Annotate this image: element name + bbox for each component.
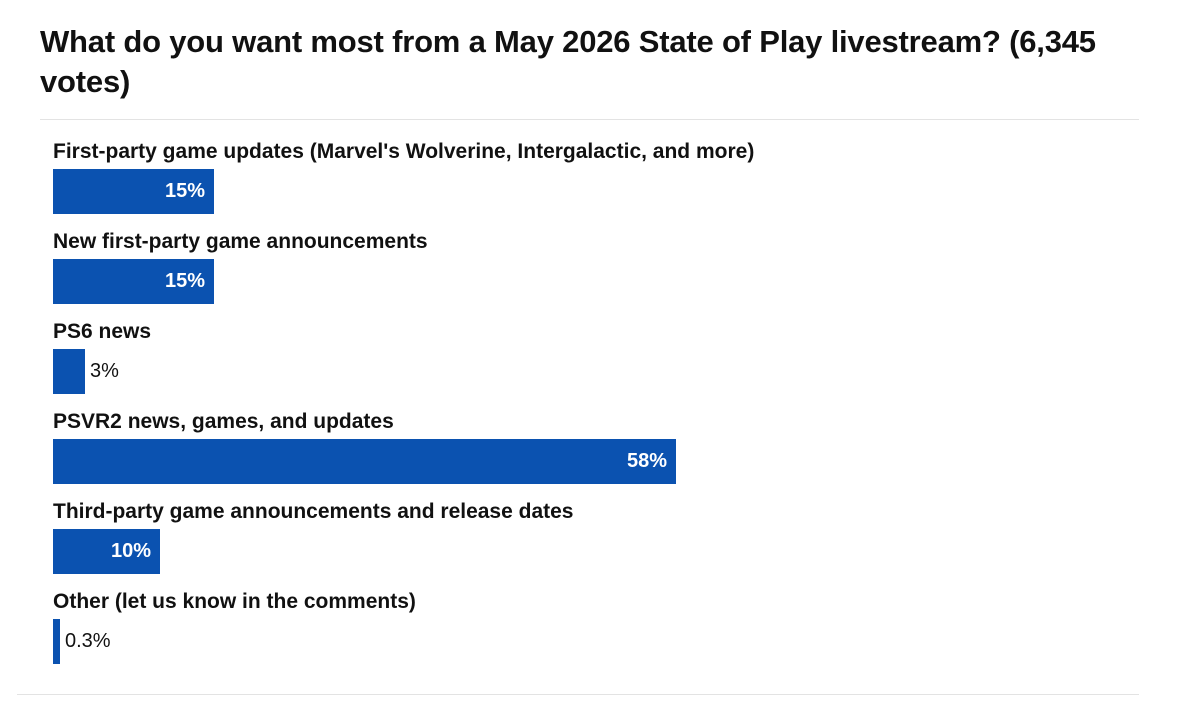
poll-percentage: 0.3% bbox=[65, 630, 111, 652]
poll-bar bbox=[53, 349, 85, 394]
poll-option: Third-party game announcements and relea… bbox=[53, 490, 1133, 580]
poll-option-label: PS6 news bbox=[53, 320, 152, 343]
poll-option: Other (let us know in the comments) 0.3% bbox=[53, 580, 1133, 670]
poll-option: PS6 news 3% bbox=[53, 310, 1133, 400]
poll-percentage: 10% bbox=[110, 540, 151, 562]
poll-percentage: 15% bbox=[164, 270, 205, 292]
poll-option-label: PSVR2 news, games, and updates bbox=[53, 410, 394, 433]
poll-percentage: 3% bbox=[90, 360, 119, 382]
poll-bar: 10% bbox=[53, 529, 160, 574]
poll-title: What do you want most from a May 2026 St… bbox=[40, 24, 1096, 99]
poll-bar: 15% bbox=[53, 169, 214, 214]
poll-percentage: 58% bbox=[626, 450, 667, 472]
poll-option: PSVR2 news, games, and updates 58% bbox=[53, 400, 1133, 490]
poll-option-label: New first-party game announcements bbox=[53, 230, 428, 253]
poll-bar: 58% bbox=[53, 439, 676, 484]
poll-option-label: Third-party game announcements and relea… bbox=[53, 500, 574, 523]
poll-bar bbox=[53, 619, 60, 664]
poll-percentage: 15% bbox=[164, 180, 205, 202]
poll-option-label: First-party game updates (Marvel's Wolve… bbox=[53, 140, 755, 163]
poll-option: New first-party game announcements 15% bbox=[53, 220, 1133, 310]
poll-option-label: Other (let us know in the comments) bbox=[53, 590, 416, 613]
title-divider bbox=[40, 119, 1139, 120]
bottom-divider bbox=[17, 694, 1139, 695]
poll-option: First-party game updates (Marvel's Wolve… bbox=[53, 130, 1133, 220]
poll-bar: 15% bbox=[53, 259, 214, 304]
